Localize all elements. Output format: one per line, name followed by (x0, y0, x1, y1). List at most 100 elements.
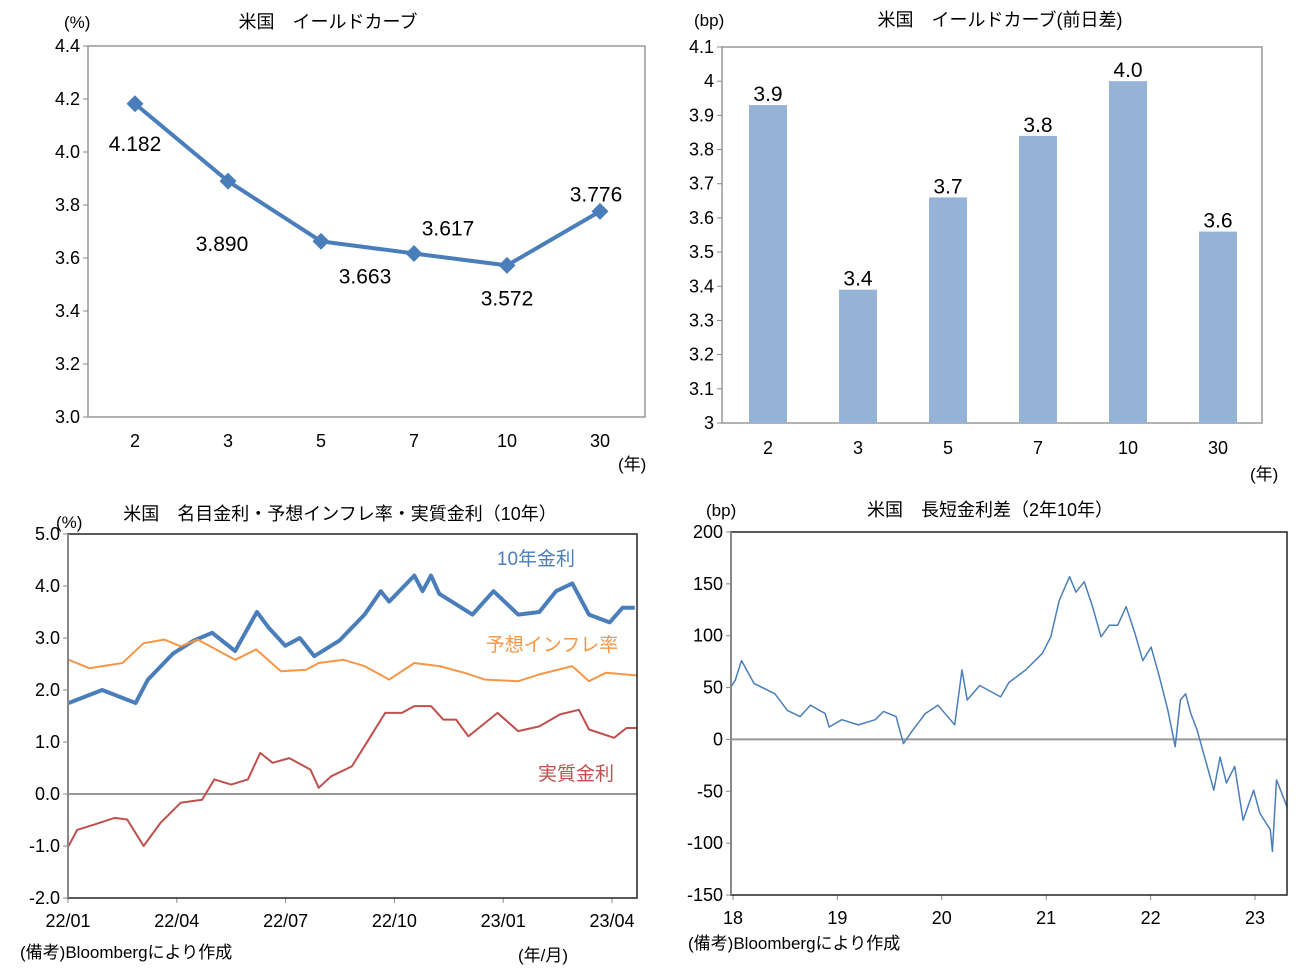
data-label: 3.4 (843, 268, 873, 291)
data-label: 4.0 (1113, 59, 1142, 82)
y-tick-label: 4.4 (55, 36, 80, 56)
x-tick-label: 30 (1208, 438, 1228, 458)
x-tick-label: 20 (932, 908, 952, 928)
x-tick-label: 10 (1118, 438, 1138, 458)
bar (839, 289, 877, 423)
bar (1019, 135, 1057, 423)
data-label: 3.617 (422, 217, 475, 240)
legend-expected-inflation: 予想インフレ率 (486, 634, 618, 656)
nominal-inflation-real-rate-chart: 米国 名目金利・予想インフレ率・実質金利（10年） (%) (年/月) (備考)… (20, 504, 638, 965)
x-tick-label: 7 (409, 431, 419, 451)
y-tick-label: 0 (713, 729, 723, 749)
y-axis-unit: (%) (56, 513, 82, 532)
yield-line (133, 102, 602, 268)
y-tick-label: 3 (704, 413, 714, 433)
plot-area (87, 45, 646, 418)
source-note: (備考)Bloombergにより作成 (20, 943, 232, 962)
data-label: 3.663 (339, 265, 392, 288)
plot-area (67, 533, 638, 899)
data-label: 3.572 (481, 287, 534, 310)
x-tick-label: 23/01 (481, 911, 526, 931)
data-point-marker (591, 202, 609, 220)
data-point-marker (219, 172, 237, 190)
y-tick-label: 4.0 (55, 142, 80, 162)
x-tick-label: 3 (223, 431, 233, 451)
series-line-1 (68, 638, 638, 683)
plot-area (730, 531, 1288, 896)
y-tick-label: 3.4 (689, 276, 714, 296)
x-tick-label: 30 (590, 431, 610, 451)
chart-title: 米国 長短金利差（2年10年） (867, 500, 1113, 520)
bar (749, 105, 787, 423)
data-label: 3.7 (933, 175, 962, 198)
data-point-marker (126, 95, 144, 113)
y-tick-label: -1.0 (29, 836, 60, 856)
x-tick-label: 5 (316, 431, 326, 451)
x-tick-label: 5 (943, 438, 953, 458)
y-tick-label: 4 (704, 71, 714, 91)
x-tick-label: 10 (497, 431, 517, 451)
series-line-0 (730, 575, 1288, 853)
y-tick-label: 3.8 (689, 140, 714, 160)
x-axis-unit: (年/月) (518, 946, 568, 965)
data-label: 3.9 (753, 83, 782, 106)
yield-curve-chart: 米国 イールドカーブ (%) (年) 3.0 3.2 3.4 3.6 3.8 4.0 4.2… (55, 11, 646, 474)
x-tick-label: 18 (723, 908, 743, 928)
yield-spread-chart: 米国 長短金利差（2年10年） (bp) (備考)Bloombergにより作成 … (687, 500, 1288, 953)
chart-title: 米国 イールドカーブ(前日差) (878, 9, 1123, 30)
x-tick-label: 22/01 (45, 911, 90, 931)
y-tick-label: 2.0 (35, 680, 60, 700)
x-tick-label: 22 (1141, 908, 1161, 928)
yield-change-bar-chart: 米国 イールドカーブ(前日差) (bp) (年) 3 3.1 3.2 3.3 3.4 3.… (689, 9, 1278, 484)
y-tick-label: 1.0 (35, 732, 60, 752)
data-point-marker (498, 256, 516, 274)
series-line-2 (67, 705, 637, 847)
y-tick-label: 4.0 (35, 576, 60, 596)
x-tick-label: 2 (763, 438, 773, 458)
y-tick-label: 3.2 (689, 345, 714, 365)
y-tick-label: 3.4 (55, 301, 80, 321)
data-label: 3.776 (570, 183, 623, 206)
x-tick-label: 23/04 (589, 911, 634, 931)
bar (929, 197, 967, 423)
x-tick-label: 22/04 (154, 911, 199, 931)
x-tick-label: 22/10 (372, 911, 417, 931)
y-tick-label: 3.6 (689, 208, 714, 228)
data-label: 3.8 (1023, 114, 1052, 137)
y-tick-label: 3.2 (55, 354, 80, 374)
data-point-marker (405, 245, 423, 262)
y-axis-unit: (bp) (706, 501, 736, 520)
source-note: (備考)Bloombergにより作成 (688, 934, 900, 953)
x-tick-label: 23 (1245, 908, 1265, 928)
y-tick-label: -150 (687, 885, 723, 905)
data-label: 3.890 (196, 233, 249, 256)
y-tick-label: 3.5 (689, 242, 714, 262)
x-tick-label: 3 (853, 438, 863, 458)
x-tick-label: 7 (1033, 438, 1043, 458)
y-tick-label: 200 (693, 522, 723, 542)
bar (1199, 231, 1237, 423)
bar (1109, 81, 1147, 423)
y-tick-label: 4.2 (55, 89, 80, 109)
y-tick-label: 3.3 (689, 310, 714, 330)
y-axis-unit: (%) (64, 13, 90, 32)
chart-title: 米国 名目金利・予想インフレ率・実質金利（10年） (123, 504, 556, 524)
y-tick-label: 100 (693, 626, 723, 646)
data-label: 4.182 (109, 133, 162, 156)
y-tick-label: 3.6 (55, 248, 80, 268)
y-tick-label: 150 (693, 574, 723, 594)
chart-title: 米国 イールドカーブ (239, 11, 418, 32)
y-tick-label: 3.8 (55, 195, 80, 215)
plot-area (721, 46, 1263, 424)
y-tick-label: 5.0 (35, 524, 60, 544)
x-axis-unit: (年) (618, 455, 646, 474)
y-tick-label: 3.7 (689, 174, 714, 194)
y-tick-label: 4.1 (689, 37, 714, 57)
y-tick-label: 50 (703, 678, 723, 698)
x-tick-label: 19 (827, 908, 847, 928)
y-axis-unit: (bp) (694, 11, 724, 30)
y-tick-label: 3.0 (35, 628, 60, 648)
y-tick-label: 3.1 (689, 379, 714, 399)
x-tick-label: 2 (130, 431, 140, 451)
